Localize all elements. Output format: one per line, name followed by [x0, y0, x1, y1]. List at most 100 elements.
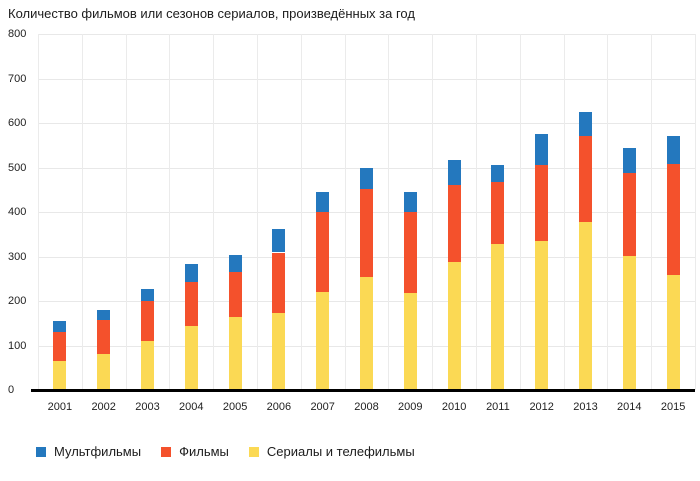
bar-segment: [316, 191, 330, 212]
x-axis-label: 2005: [222, 401, 248, 413]
bar-segment: [666, 275, 680, 390]
bar-segment: [491, 164, 505, 182]
bar-segment: [579, 135, 592, 222]
bar-segment: [228, 255, 242, 273]
bar-segment: [403, 292, 417, 390]
gridline-v: [169, 34, 170, 390]
bar-2012: [535, 134, 549, 390]
bar-segment: [272, 312, 286, 390]
bar-segment: [53, 320, 67, 332]
bar-segment: [403, 192, 417, 212]
bar-segment: [141, 340, 154, 390]
bar-segment: [228, 316, 242, 390]
bar-segment: [141, 288, 154, 301]
x-axis-label: 2008: [354, 401, 379, 413]
legend-label: Сериалы и телефильмы: [266, 444, 415, 459]
bar-2005: [228, 255, 242, 390]
y-axis-label: 500: [8, 161, 27, 174]
gridline-v: [345, 34, 346, 390]
bar-segment: [535, 165, 549, 241]
gridline-v: [520, 34, 521, 390]
x-axis-label: 2011: [486, 401, 510, 413]
bar-segment: [184, 281, 198, 327]
bar-segment: [272, 252, 286, 313]
bar-segment: [316, 212, 330, 293]
x-axis-label: 2001: [47, 401, 73, 413]
y-axis-label: 300: [8, 250, 27, 263]
bar-segment: [447, 185, 461, 262]
bar-segment: [666, 163, 680, 276]
bar-2011: [491, 164, 505, 390]
bar-segment: [53, 331, 67, 362]
y-axis-label: 100: [8, 339, 27, 352]
legend-item: Фильмы: [161, 444, 229, 459]
bar-segment: [491, 244, 505, 390]
bar-segment: [622, 172, 636, 257]
y-axis-label: 400: [8, 206, 27, 218]
bar-segment: [447, 159, 461, 186]
gridline-v: [695, 34, 696, 390]
y-axis-label: 600: [8, 117, 27, 129]
bar-segment: [97, 353, 111, 390]
bar-segment: [622, 256, 636, 390]
bar-2008: [360, 167, 373, 390]
x-axis-label: 2004: [179, 401, 204, 413]
bar-2010: [447, 159, 461, 390]
bar-2015: [666, 135, 680, 390]
x-axis-label: 2014: [617, 401, 642, 413]
bar-2004: [184, 263, 198, 390]
gridline-v: [388, 34, 389, 390]
x-axis-label: 2006: [266, 401, 292, 413]
x-axis-label: 2009: [398, 401, 423, 413]
gridline-v: [301, 34, 302, 390]
x-axis-label: 2013: [573, 401, 598, 413]
bar-segment: [360, 277, 373, 390]
x-axis-label: 2010: [441, 401, 467, 413]
legend-swatch-icon: [248, 446, 259, 457]
gridline-v: [476, 34, 477, 390]
bar-segment: [403, 212, 417, 293]
bar-segment: [666, 135, 680, 164]
bar-segment: [53, 361, 67, 390]
legend-swatch-icon: [161, 446, 172, 457]
gridline-h: [38, 78, 695, 80]
legend-label: Мультфильмы: [54, 444, 142, 459]
bar-segment: [535, 134, 549, 166]
bar-2007: [316, 191, 330, 390]
bar-2003: [141, 288, 154, 390]
bar-segment: [579, 221, 592, 390]
bar-segment: [316, 292, 330, 390]
gridline-v: [126, 34, 127, 390]
gridline-v: [213, 34, 214, 390]
bar-segment: [360, 167, 373, 189]
gridline-v: [564, 34, 565, 390]
legend: Мультфильмы Фильмы Сериалы и телефильмы: [36, 444, 415, 459]
bar-segment: [622, 148, 636, 173]
y-axis-label: 200: [8, 295, 27, 307]
bar-2001: [53, 320, 67, 390]
legend-item: Мультфильмы: [36, 444, 141, 459]
gridline-v: [38, 34, 39, 390]
bar-segment: [97, 319, 111, 354]
x-axis-label: 2003: [135, 401, 160, 413]
gridline-v: [257, 34, 258, 390]
gridline-h: [38, 123, 695, 124]
bar-segment: [97, 309, 111, 320]
bar-segment: [360, 188, 373, 278]
gridline-v: [651, 34, 652, 390]
x-axis-label: 2002: [91, 401, 116, 413]
bar-segment: [535, 240, 549, 390]
bar-segment: [447, 261, 461, 390]
bar-segment: [228, 272, 242, 317]
bar-2002: [97, 309, 111, 390]
bar-segment: [272, 229, 286, 253]
bar-segment: [184, 263, 198, 282]
bar-segment: [141, 300, 154, 341]
legend-item: Сериалы и телефильмы: [248, 444, 415, 459]
gridline-v: [432, 34, 433, 390]
bar-2009: [403, 192, 417, 390]
x-axis-line: [31, 389, 695, 392]
legend-swatch-icon: [36, 446, 46, 457]
bar-2013: [579, 112, 592, 390]
